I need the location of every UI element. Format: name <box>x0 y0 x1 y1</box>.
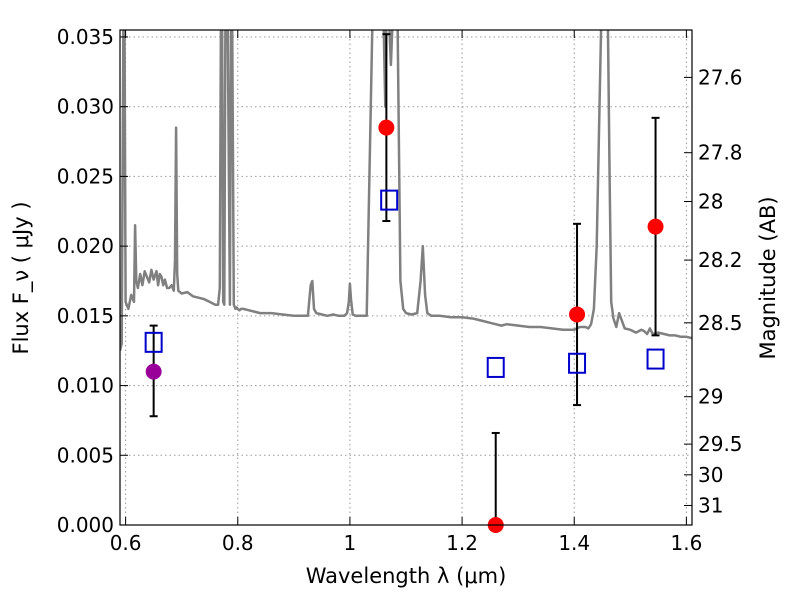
x-tick-label: 0.8 <box>222 531 254 555</box>
y2-tick-label: 29.5 <box>698 432 743 456</box>
observed-point <box>647 218 664 235</box>
model-point <box>568 352 587 374</box>
y-tick-label: 0.005 <box>57 443 114 467</box>
x-tick-label: 1.6 <box>670 531 702 555</box>
model-point <box>380 189 399 211</box>
y-axis-title: Flux F_ν ( μJy ) <box>9 201 34 354</box>
y2-tick-label: 28.5 <box>698 311 743 335</box>
y2-axis-title: Magnitude (AB) <box>756 196 780 359</box>
model-point <box>646 348 665 370</box>
template-spectrum-line <box>120 30 692 351</box>
x-tick-label: 1 <box>344 531 357 555</box>
y2-tick-label: 29 <box>698 385 723 409</box>
observed-point <box>378 119 395 136</box>
y-tick-label: 0.000 <box>57 513 114 537</box>
y-tick-label: 0.035 <box>57 25 114 49</box>
plot-area <box>120 30 692 351</box>
y-tick-label: 0.015 <box>57 304 114 328</box>
y2-tick-label: 28.2 <box>698 248 743 272</box>
y2-tick-label: 28 <box>698 190 723 214</box>
x-tick-label: 1.4 <box>558 531 590 555</box>
y-tick-label: 0.010 <box>57 374 114 398</box>
axis-ticks: 0.6 0.8 1 1.2 1.4 1.6 0.000 0.005 0.010 0.015 0.02… <box>57 25 743 555</box>
x-axis-title: Wavelength λ (μm) <box>306 564 507 588</box>
data-markers <box>144 119 665 533</box>
x-tick-label: 0.6 <box>110 531 142 555</box>
y2-tick-label: 30 <box>698 463 723 487</box>
observed-point <box>569 306 586 323</box>
model-point <box>144 331 163 353</box>
y2-tick-label: 27.6 <box>698 65 743 89</box>
y2-tick-label: 31 <box>698 493 723 517</box>
x-tick-label: 1.2 <box>446 531 478 555</box>
y-tick-label: 0.025 <box>57 164 114 188</box>
observed-point <box>145 363 162 380</box>
y2-tick-label: 27.8 <box>698 141 743 165</box>
y-tick-label: 0.020 <box>57 234 114 258</box>
plot-frame <box>119 29 693 526</box>
y-tick-label: 0.030 <box>57 95 114 119</box>
model-point <box>486 356 505 378</box>
